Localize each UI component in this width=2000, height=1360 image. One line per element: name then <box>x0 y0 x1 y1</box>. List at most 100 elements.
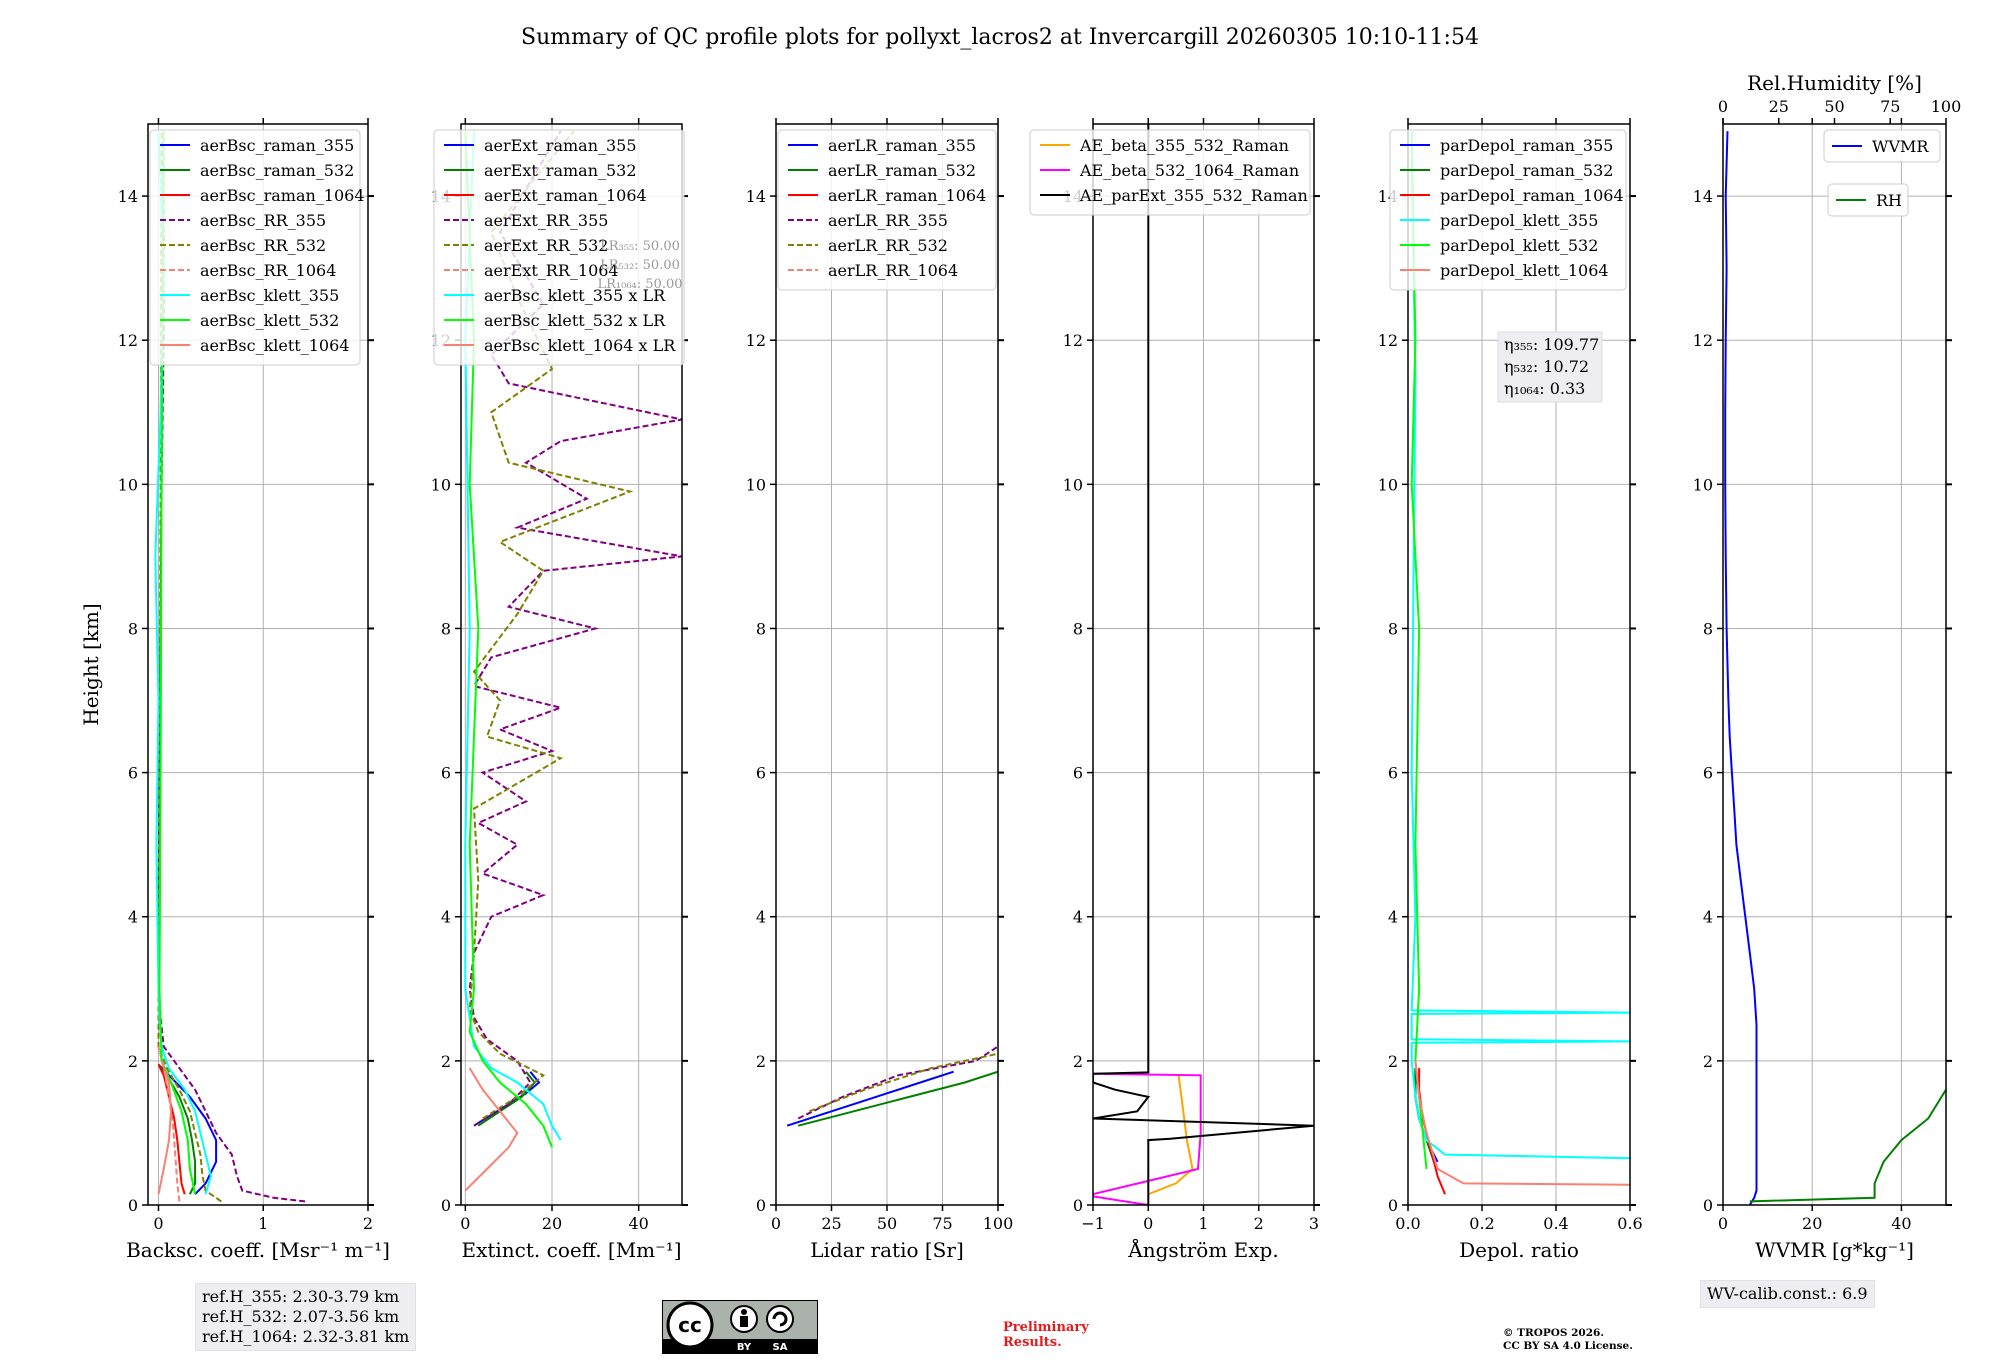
series-line-parDepol_klett_532 <box>1410 131 1428 1170</box>
y-tick-label: 0 <box>756 1196 766 1215</box>
series-line-aerLR_RR_355 <box>797 1045 998 1120</box>
legend-label: aerBsc_raman_355 <box>200 136 354 155</box>
cc-circle-icon <box>666 1301 714 1349</box>
by-person-head <box>741 1309 747 1315</box>
x-tick-label: 0.4 <box>1543 1214 1568 1233</box>
x-tick-label: 0 <box>460 1214 470 1233</box>
x-tick-label: 0.2 <box>1469 1214 1494 1233</box>
x-axis-label: Backsc. coeff. [Msr⁻¹ m⁻¹] <box>126 1238 390 1262</box>
y-tick-label: 12 <box>118 331 138 350</box>
legend-label: WVMR <box>1872 137 1929 156</box>
wv-calib-box: WV-calib.const.: 6.9 <box>1700 1280 1875 1308</box>
legend-frame <box>149 129 361 366</box>
y-tick-label: 4 <box>756 908 766 927</box>
legend-label: parDepol_raman_355 <box>1440 136 1613 155</box>
preliminary-line-1: Preliminary <box>1003 1320 1089 1335</box>
series-line-aerExt_RR_532 <box>468 130 634 1120</box>
panel-lr: 0 25 50 75 100 0 2 4 6 8 10 12 14 Lidar ratio [Sr] aer… <box>746 118 1014 1262</box>
series-line-AE_parExt_355_532_Raman <box>1093 124 1314 1205</box>
by-person-body <box>740 1316 748 1327</box>
eta-label: η₃₅₅: 109.77 <box>1504 335 1599 354</box>
legend: parDepol_raman_355 parDepol_raman_532 parD… <box>1389 129 1627 291</box>
legend-label: AE_parExt_355_532_Raman <box>1079 186 1308 205</box>
sa-arrow-icon <box>772 1311 788 1327</box>
legend-label: aerExt_raman_355 <box>484 136 637 155</box>
legend-label: aerBsc_RR_355 <box>200 211 326 230</box>
legend-frame <box>1029 129 1311 216</box>
legend-label: aerBsc_klett_532 x LR <box>484 311 666 330</box>
panels: 0 1 2 0 2 4 6 8 10 12 14 Backsc. coeff. [Msr⁻¹ m⁻¹]… <box>79 71 1961 1262</box>
y-tick-label: 4 <box>1073 908 1083 927</box>
axes-frame <box>147 123 369 1206</box>
y-axis-label: Height [km] <box>79 603 103 725</box>
x-axis-label: Lidar ratio [Sr] <box>810 1238 964 1262</box>
legend-label: AE_beta_355_532_Raman <box>1079 136 1289 155</box>
y-tick-label: 4 <box>1703 908 1713 927</box>
series-line-aerBsc_klett_532 x LR <box>464 131 553 1148</box>
legend-label: aerExt_RR_1064 <box>484 261 619 280</box>
eta-label: η₅₃₂: 10.72 <box>1504 357 1589 376</box>
series-line-aerBsc_klett_1064 x LR <box>464 1067 519 1192</box>
series-line-aerLR_raman_532 <box>797 1070 998 1127</box>
axes-frame <box>1407 123 1631 1206</box>
legend: AE_beta_355_532_Raman AE_beta_532_1064_Ra… <box>1029 129 1311 216</box>
x-tick-label: 2 <box>363 1214 373 1233</box>
legend-frame <box>777 129 997 291</box>
y-tick-label: 0 <box>128 1196 138 1215</box>
preliminary-note: Preliminary Results. <box>1003 1320 1089 1350</box>
copyright-line-1: © TROPOS 2026. <box>1503 1327 1605 1339</box>
legend-frame <box>1389 129 1627 291</box>
x-tick-label: 50 <box>877 1214 897 1233</box>
y-tick-label: 8 <box>441 619 451 638</box>
y-tick-label: 6 <box>128 764 138 783</box>
x-tick-label: 0 <box>153 1214 163 1233</box>
ref-height-532: ref.H_532: 2.07-3.56 km <box>202 1307 400 1326</box>
series-line-AE_beta_532_1064_Raman <box>1093 1072 1202 1205</box>
legend-label: aerBsc_RR_532 <box>200 236 326 255</box>
y-tick-label: 12 <box>746 331 766 350</box>
x-tick-label: 0 <box>1718 1214 1728 1233</box>
y-tick-label: 10 <box>118 475 138 494</box>
series-group <box>154 131 306 1203</box>
legend-frame <box>433 129 685 366</box>
sa-share-icon <box>766 1305 794 1333</box>
legend-label: aerLR_raman_1064 <box>828 186 986 205</box>
y-tick-label: 4 <box>128 908 138 927</box>
y-tick-label: 14 <box>118 187 138 206</box>
legend-label: RH <box>1876 191 1902 210</box>
y-tick-label: 2 <box>1703 1052 1713 1071</box>
legend-label: parDepol_klett_1064 <box>1440 261 1609 280</box>
y-tick-label: 10 <box>431 475 451 494</box>
x-tick-label: 20 <box>542 1214 562 1233</box>
y-tick-label: 10 <box>1378 475 1398 494</box>
x-axis-label: Ångström Exp. <box>1127 1237 1278 1262</box>
axes-frame <box>460 123 683 1206</box>
y-tick-label: 0 <box>1388 1196 1398 1215</box>
y-tick-label: 2 <box>441 1052 451 1071</box>
y-tick-label: 12 <box>1693 331 1713 350</box>
legend-label: aerExt_raman_1064 <box>484 186 647 205</box>
legend-label: aerExt_RR_532 <box>484 236 608 255</box>
series-group <box>464 130 682 1192</box>
cc-license-badge: cc BY SA <box>662 1300 818 1354</box>
lidar-ratio-label: LR₅₃₂: 50.00 <box>600 258 680 273</box>
legend-rh: RH <box>1827 183 1909 217</box>
legend-label: aerBsc_raman_1064 <box>200 186 365 205</box>
x-tick-label: 0 <box>1143 1214 1153 1233</box>
wv-calib-const: WV-calib.const.: 6.9 <box>1707 1284 1868 1303</box>
series-line-aerBsc_raman_1064 <box>157 1064 186 1195</box>
legend-label: aerBsc_raman_532 <box>200 161 354 180</box>
y-tick-label: 6 <box>1703 764 1713 783</box>
x-tick-label: 100 <box>983 1214 1014 1233</box>
ref-height-1064: ref.H_1064: 2.32-3.81 km <box>202 1327 410 1346</box>
series-group <box>1724 131 1946 1205</box>
legend-label: aerLR_RR_355 <box>828 211 948 230</box>
legend-label: AE_beta_532_1064_Raman <box>1079 161 1299 180</box>
cc-text: cc <box>678 1313 702 1337</box>
x-tick-label: 40 <box>1891 1214 1911 1233</box>
eta-label: η₁₀₆₄: 0.33 <box>1504 379 1585 398</box>
x-tick-label: −1 <box>1081 1214 1105 1233</box>
series-group <box>786 1045 998 1127</box>
